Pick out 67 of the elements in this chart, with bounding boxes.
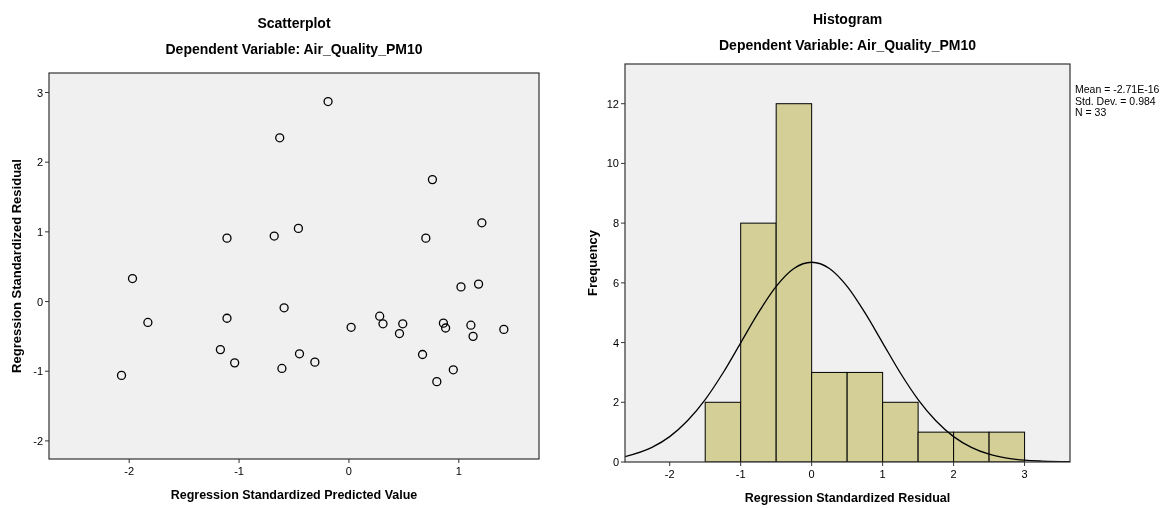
point bbox=[230, 358, 240, 368]
x-tick-label: 0 bbox=[808, 468, 815, 480]
point bbox=[499, 324, 509, 335]
text: N = 33 bbox=[1075, 106, 1107, 118]
point bbox=[346, 322, 356, 332]
y-tick-label: 4 bbox=[612, 336, 619, 349]
y-axis-title: Frequency bbox=[585, 229, 600, 296]
y-axis-title: Regression Standardized Residual bbox=[9, 159, 24, 373]
point bbox=[468, 331, 478, 342]
x-axis-title: Regression Standardized Predicted Value bbox=[170, 488, 418, 502]
x-tick-label: 0 bbox=[345, 465, 352, 477]
x-tick-label: 2 bbox=[950, 468, 957, 480]
y-tick-label: 10 bbox=[606, 157, 619, 170]
point bbox=[394, 328, 405, 339]
x-tick-label: 3 bbox=[1021, 468, 1028, 480]
y-tick-label: -1 bbox=[33, 365, 43, 378]
x-tick-label: 1 bbox=[879, 468, 886, 480]
point bbox=[438, 318, 449, 328]
point bbox=[215, 344, 226, 355]
y-tick-label: 1 bbox=[36, 225, 43, 238]
point bbox=[116, 370, 127, 381]
x-tick-label: -2 bbox=[664, 468, 675, 480]
y-tick-label: 2 bbox=[612, 396, 619, 409]
x-tick-label: -1 bbox=[735, 468, 746, 480]
x-tick-label: -1 bbox=[234, 465, 244, 477]
y-tick-label: 12 bbox=[606, 97, 619, 110]
point bbox=[440, 323, 451, 333]
point bbox=[398, 319, 408, 329]
point bbox=[294, 349, 305, 359]
point bbox=[477, 218, 487, 228]
y-tick-label: 3 bbox=[36, 86, 43, 99]
point bbox=[143, 317, 153, 328]
point bbox=[448, 365, 458, 375]
point bbox=[432, 377, 442, 387]
x-tick-label: -2 bbox=[124, 465, 135, 477]
point bbox=[279, 303, 289, 313]
y-tick-label: 0 bbox=[612, 456, 619, 468]
text: Std. Dev. = 0.984 bbox=[1075, 94, 1156, 107]
chart-subtitle: Dependent Variable: Air_Quality_PM10 bbox=[165, 41, 423, 57]
point bbox=[456, 282, 466, 292]
point bbox=[222, 313, 232, 323]
point bbox=[375, 311, 385, 321]
point bbox=[473, 279, 484, 289]
y-tick-label: 6 bbox=[612, 276, 619, 289]
y-tick-label: 2 bbox=[36, 156, 43, 169]
point bbox=[269, 231, 279, 241]
point bbox=[293, 223, 304, 234]
point bbox=[417, 349, 428, 360]
point bbox=[222, 233, 232, 243]
point bbox=[277, 363, 287, 374]
x-tick-label: 1 bbox=[455, 465, 462, 477]
y-tick-label: -2 bbox=[33, 434, 43, 447]
point bbox=[323, 96, 333, 107]
x-axis-title: Regression Standardized Residual bbox=[744, 491, 951, 505]
y-tick-label: 0 bbox=[36, 295, 43, 308]
point bbox=[378, 319, 388, 329]
point bbox=[275, 133, 285, 143]
point bbox=[427, 174, 438, 185]
point bbox=[127, 273, 138, 284]
chart-title: Histogram bbox=[812, 11, 883, 27]
chart-title: Scatterplot bbox=[257, 15, 331, 31]
point bbox=[421, 233, 431, 243]
chart-subtitle: Dependent Variable: Air_Quality_PM10 bbox=[718, 37, 977, 53]
y-tick-label: 8 bbox=[612, 217, 619, 230]
text: Mean = -2.71E-16 bbox=[1075, 83, 1160, 95]
point bbox=[310, 357, 320, 367]
point bbox=[466, 320, 476, 330]
